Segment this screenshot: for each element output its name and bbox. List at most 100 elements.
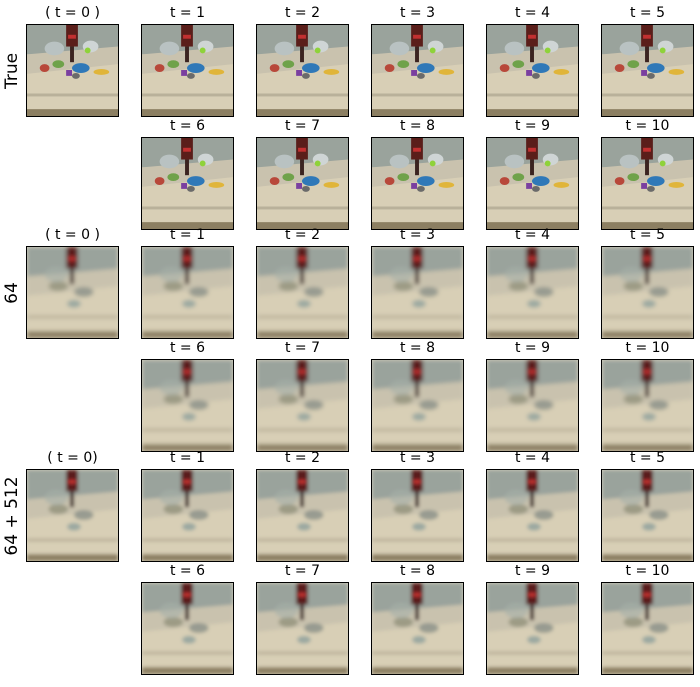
frame-title: t = 4 (514, 450, 551, 466)
row-label: True (2, 52, 22, 89)
predicted-frame (601, 137, 694, 230)
initial-frame (26, 24, 119, 117)
frame-image (142, 583, 233, 674)
predicted-frame (371, 359, 464, 452)
frame-title: t = 1 (169, 227, 206, 243)
frame-image (602, 360, 693, 451)
frame-image (257, 138, 348, 229)
frame-title: t = 4 (514, 227, 551, 243)
frame-image (487, 138, 578, 229)
initial-frame (26, 246, 119, 339)
predicted-frame (371, 137, 464, 230)
frame-image (602, 470, 693, 561)
frame-image (27, 247, 118, 338)
predicted-frame (256, 246, 349, 339)
frame-title: t = 9 (514, 340, 551, 356)
frame-title: t = 1 (169, 450, 206, 466)
frame-title: t = 8 (399, 563, 436, 579)
predicted-frame (601, 359, 694, 452)
predicted-frame (141, 246, 234, 339)
predicted-frame (601, 24, 694, 117)
predicted-frame (371, 246, 464, 339)
predicted-frame (486, 137, 579, 230)
predicted-frame (141, 469, 234, 562)
frame-title: t = 1 (169, 5, 206, 21)
predicted-frame (256, 359, 349, 452)
frame-title: t = 5 (629, 5, 666, 21)
frame-image (142, 470, 233, 561)
frame-title: t = 6 (169, 340, 206, 356)
predicted-frame (486, 359, 579, 452)
frame-image (257, 360, 348, 451)
predicted-frame (141, 582, 234, 675)
frame-title: t = 5 (629, 227, 666, 243)
frame-image (602, 138, 693, 229)
frame-title: t = 3 (399, 227, 436, 243)
frame-image (142, 360, 233, 451)
predicted-frame (601, 469, 694, 562)
frame-image (257, 247, 348, 338)
frame-image (142, 138, 233, 229)
predicted-frame (371, 469, 464, 562)
frame-title: t = 3 (399, 450, 436, 466)
frame-title: ( t = 0) (47, 450, 98, 466)
predicted-frame (141, 137, 234, 230)
frame-title: t = 5 (629, 450, 666, 466)
frame-title: t = 7 (284, 563, 321, 579)
frame-title: t = 10 (625, 340, 670, 356)
frame-title: t = 4 (514, 5, 551, 21)
frame-image (257, 25, 348, 116)
frame-image (257, 583, 348, 674)
frame-title: t = 2 (284, 227, 321, 243)
predicted-frame (141, 359, 234, 452)
predicted-frame (601, 246, 694, 339)
frame-image (487, 360, 578, 451)
frame-image (27, 25, 118, 116)
frame-title: t = 6 (169, 563, 206, 579)
frame-title: t = 7 (284, 340, 321, 356)
frame-image (602, 583, 693, 674)
frame-title: t = 2 (284, 450, 321, 466)
frame-image (27, 470, 118, 561)
frame-title: t = 8 (399, 340, 436, 356)
row-label: 64 (2, 281, 22, 304)
frame-image (372, 247, 463, 338)
predicted-frame (256, 24, 349, 117)
frame-title: t = 6 (169, 118, 206, 134)
frame-title: t = 10 (625, 563, 670, 579)
frame-image (372, 360, 463, 451)
frame-image (487, 25, 578, 116)
frame-title: ( t = 0 ) (45, 5, 100, 21)
frame-image (602, 247, 693, 338)
frame-image (372, 138, 463, 229)
frame-image (372, 470, 463, 561)
frame-image (602, 25, 693, 116)
row-label: 64 + 512 (2, 475, 22, 556)
predicted-frame (141, 24, 234, 117)
frame-title: t = 9 (514, 118, 551, 134)
frame-image (142, 247, 233, 338)
initial-frame (26, 469, 119, 562)
predicted-frame (371, 582, 464, 675)
frame-title: t = 9 (514, 563, 551, 579)
frame-title: t = 2 (284, 5, 321, 21)
predicted-frame (486, 24, 579, 117)
predicted-frame (601, 582, 694, 675)
frame-title: t = 8 (399, 118, 436, 134)
frame-title: t = 10 (625, 118, 670, 134)
frame-title: t = 3 (399, 5, 436, 21)
frame-title: t = 7 (284, 118, 321, 134)
predicted-frame (256, 469, 349, 562)
frame-image (487, 247, 578, 338)
frame-image (142, 25, 233, 116)
frame-image (257, 470, 348, 561)
predicted-frame (256, 137, 349, 230)
predicted-frame (486, 246, 579, 339)
frame-title: ( t = 0 ) (45, 227, 100, 243)
predicted-frame (486, 582, 579, 675)
predicted-frame (256, 582, 349, 675)
predicted-frame (486, 469, 579, 562)
predicted-frame (371, 24, 464, 117)
frame-image (372, 25, 463, 116)
frame-image (487, 583, 578, 674)
